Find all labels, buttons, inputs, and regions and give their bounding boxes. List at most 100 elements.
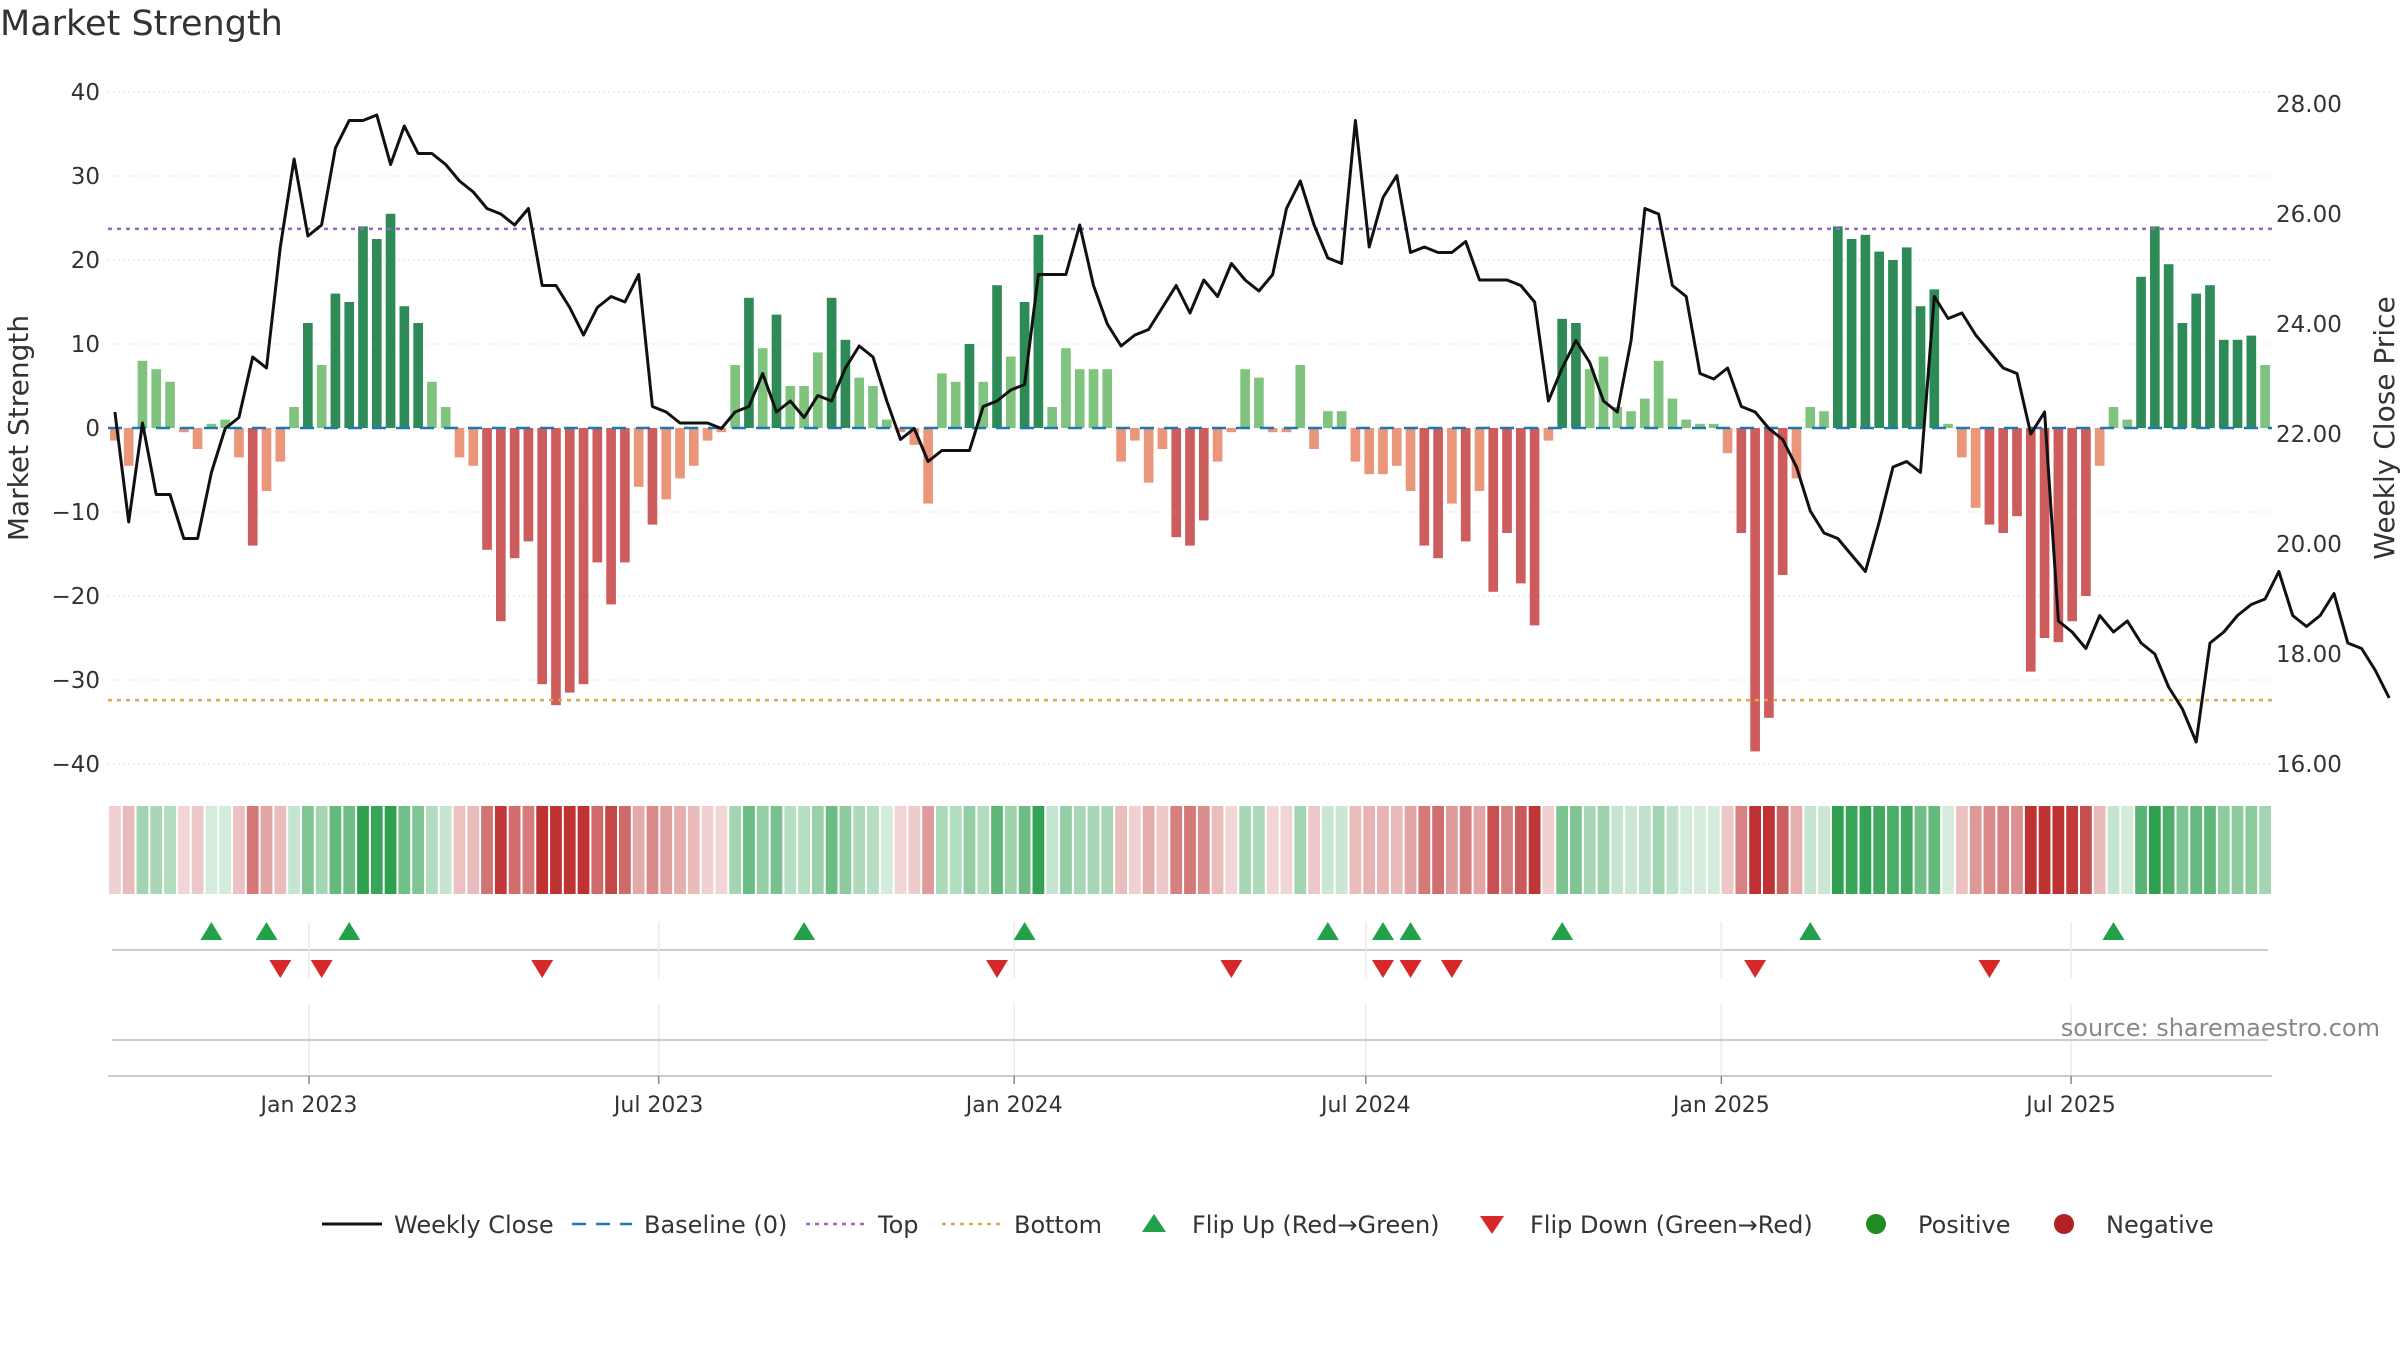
- heat-cell: [1859, 806, 1872, 894]
- flip-down-marker: [1399, 960, 1422, 978]
- strength-bar: [468, 428, 479, 466]
- heat-cell: [439, 806, 452, 894]
- strength-bar: [2108, 407, 2119, 428]
- heat-cell: [370, 806, 383, 894]
- legend-label: Flip Up (Red→Green): [1192, 1211, 1440, 1239]
- strength-bar: [2232, 339, 2243, 428]
- flip-up-marker: [793, 922, 816, 940]
- heat-cell: [1570, 806, 1582, 894]
- strength-bar: [771, 314, 782, 428]
- heat-cell: [1528, 806, 1541, 894]
- heat-cell: [839, 806, 852, 894]
- heat-cell: [577, 806, 590, 894]
- heat-cell: [288, 806, 300, 894]
- strength-bar: [757, 348, 768, 428]
- heat-cell: [1969, 806, 1982, 894]
- heat-cell: [1583, 806, 1596, 894]
- strength-bar: [303, 323, 313, 428]
- strength-bar: [344, 302, 355, 428]
- heat-cell: [329, 806, 342, 894]
- heat-cell: [1514, 806, 1527, 894]
- strength-bar: [2067, 428, 2077, 622]
- strength-bar: [606, 428, 616, 605]
- strength-bar: [1640, 398, 1650, 428]
- heat-cell: [729, 806, 742, 894]
- heat-cell: [1707, 806, 1720, 894]
- strength-bar: [1819, 411, 1829, 428]
- heat-cell: [1501, 806, 1513, 894]
- flip-up-marker: [2102, 922, 2125, 940]
- strength-bar: [137, 360, 148, 428]
- heat-cell: [301, 806, 314, 894]
- strength-bar: [2081, 428, 2091, 596]
- heat-cell: [2066, 806, 2079, 894]
- heat-cell: [1597, 806, 1610, 894]
- strength-bar: [1543, 428, 1554, 441]
- heat-cell: [977, 806, 990, 894]
- heat-cell: [853, 806, 866, 894]
- y-tick-left: −30: [51, 668, 100, 694]
- heat-cell: [2107, 806, 2120, 894]
- heat-cell: [1156, 806, 1169, 894]
- strength-bar: [2150, 226, 2160, 428]
- strength-bar: [496, 428, 506, 622]
- flip-up-marker: [1799, 922, 1822, 940]
- heat-cell: [315, 806, 328, 894]
- strength-bar: [1378, 428, 1388, 475]
- strength-bar: [2246, 335, 2257, 428]
- heat-cell: [1749, 806, 1762, 894]
- heat-cell: [563, 806, 576, 894]
- heat-cell: [1955, 806, 1968, 894]
- strength-bar: [1529, 428, 1540, 626]
- strength-bar: [1598, 356, 1609, 428]
- strength-bar: [1102, 369, 1113, 428]
- heat-cell: [1914, 806, 1927, 894]
- strength-bar: [937, 373, 947, 428]
- strength-bar: [358, 226, 368, 428]
- heat-cell: [1542, 806, 1555, 894]
- flip-up-marker: [1399, 922, 1422, 940]
- strength-bar: [1405, 428, 1416, 491]
- strength-bar: [1336, 411, 1347, 428]
- strength-bar: [1198, 428, 1209, 521]
- strength-bar: [1957, 428, 1967, 458]
- strength-bar: [1185, 428, 1195, 546]
- y-tick-right: 16.00: [2276, 752, 2342, 778]
- heat-cell: [1225, 806, 1238, 894]
- heat-cell: [398, 806, 411, 894]
- heat-cell: [1694, 806, 1706, 894]
- heat-cell: [1280, 806, 1293, 894]
- strength-bar: [1708, 423, 1719, 428]
- strength-bar: [1984, 428, 1995, 525]
- heat-cell: [1873, 806, 1886, 894]
- heat-cell: [605, 806, 617, 894]
- heat-cell: [2011, 806, 2023, 894]
- strength-bar: [509, 428, 520, 559]
- strength-bar: [1695, 423, 1705, 428]
- strength-bar: [1488, 428, 1499, 592]
- legend-label: Top: [877, 1211, 919, 1239]
- heat-cell: [1004, 806, 1017, 894]
- heat-cell: [343, 806, 356, 894]
- y-tick-left: −20: [51, 584, 100, 610]
- heat-cell: [908, 806, 921, 894]
- strength-bar: [1860, 234, 1871, 428]
- strength-bar: [1584, 369, 1595, 428]
- heat-cell: [825, 806, 838, 894]
- y-tick-right: 26.00: [2276, 202, 2342, 228]
- heat-cell: [2217, 806, 2230, 894]
- strength-bar: [1557, 318, 1567, 428]
- heat-cell: [1197, 806, 1210, 894]
- strength-bar: [1777, 428, 1788, 575]
- strength-bar: [247, 428, 258, 546]
- legend-swatch-circle: [1866, 1214, 1886, 1234]
- strength-bar: [234, 428, 244, 458]
- strength-bar: [950, 381, 961, 428]
- x-tick-label: Jan 2023: [258, 1093, 357, 1118]
- strength-bar: [1019, 302, 1030, 428]
- heat-cell: [494, 806, 507, 894]
- heat-cell: [1142, 806, 1155, 894]
- strength-bar: [1832, 226, 1843, 428]
- heat-cell: [246, 806, 259, 894]
- heat-cell: [412, 806, 425, 894]
